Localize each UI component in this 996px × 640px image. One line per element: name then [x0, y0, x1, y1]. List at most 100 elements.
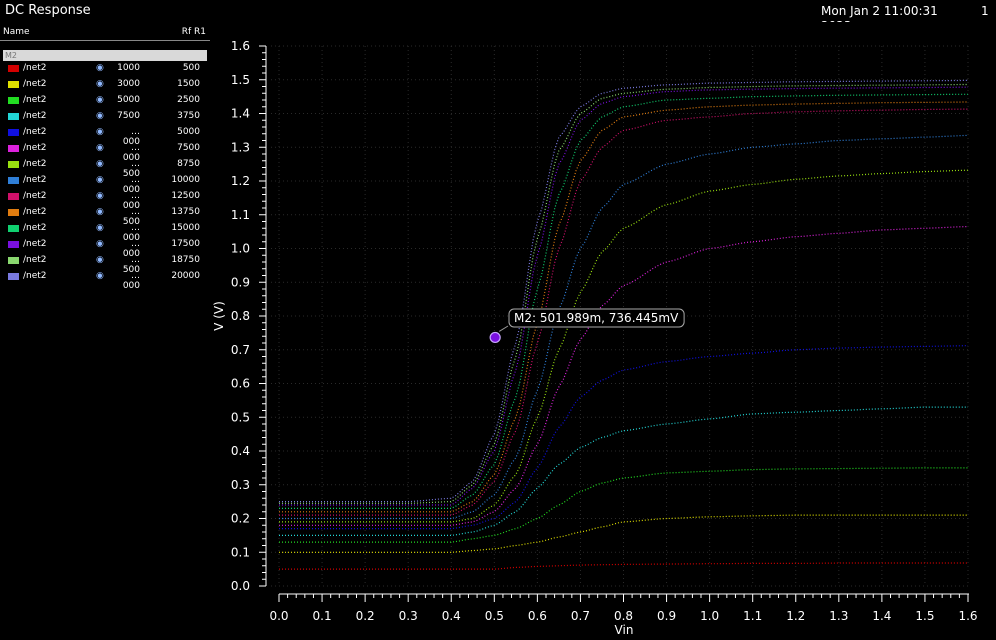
legend-signal-name: /net2: [23, 159, 47, 169]
x-tick-label: 1.0: [700, 609, 719, 623]
series-line: [279, 406, 968, 536]
legend-swatch: [8, 97, 19, 104]
legend-signal-name: /net2: [23, 79, 47, 89]
legend-rf-value: 1000: [117, 63, 140, 73]
legend-r1-value: 18750: [171, 255, 200, 265]
x-tick-label: 0.3: [399, 609, 418, 623]
eye-icon[interactable]: ◉: [96, 111, 104, 121]
legend-r1-value: 7500: [177, 143, 200, 153]
eye-icon[interactable]: ◉: [96, 127, 104, 137]
legend-swatch: [8, 209, 19, 216]
marker-label-box: [508, 308, 685, 328]
series-line: [279, 134, 969, 520]
legend-rf-value: 3000: [117, 79, 140, 89]
series-line: [279, 101, 968, 513]
legend-rf-value: …500: [122, 255, 140, 275]
legend-r1-value: 10000: [171, 175, 200, 185]
legend-item[interactable]: /net2 ◉ …000 20000: [0, 269, 210, 291]
legend-signal-name: /net2: [23, 255, 47, 265]
legend-swatch: [8, 129, 19, 136]
legend-item[interactable]: /net2 ◉ 1000 500: [0, 61, 210, 77]
legend-item[interactable]: /net2 ◉ …000 10000: [0, 173, 210, 195]
y-tick-label: 0.3: [231, 478, 250, 492]
legend-swatch: [8, 273, 19, 280]
x-tick-label: 0.4: [442, 609, 461, 623]
legend-signal-name: /net2: [23, 191, 47, 201]
legend-signal-name: /net2: [23, 223, 47, 233]
eye-icon[interactable]: ◉: [96, 207, 104, 217]
legend-swatch: [8, 113, 19, 120]
series-line: [279, 345, 968, 530]
x-tick-label: 0.6: [528, 609, 547, 623]
legend-item[interactable]: /net2 ◉ …000 12500: [0, 189, 210, 211]
x-tick-label: 0.1: [313, 609, 332, 623]
legend-r1-value: 500: [182, 63, 200, 73]
y-tick-label: 0.0: [231, 579, 250, 593]
legend-signal-name: /net2: [23, 127, 47, 137]
legend-item[interactable]: /net2 ◉ 7500 3750: [0, 109, 210, 125]
eye-icon[interactable]: ◉: [96, 239, 104, 249]
x-axis-label: Vin: [615, 623, 634, 637]
eye-icon[interactable]: ◉: [96, 159, 104, 169]
series-line: [279, 562, 968, 570]
legend-item[interactable]: /net2 ◉ …000 15000: [0, 221, 210, 243]
legend-swatch: [8, 193, 19, 200]
eye-icon[interactable]: ◉: [96, 255, 104, 265]
legend-rf-value: 7500: [117, 111, 140, 121]
legend-swatch: [8, 177, 19, 184]
series-line: [279, 169, 969, 523]
legend-item[interactable]: /net2 ◉ …500 18750: [0, 253, 210, 275]
series-line: [279, 108, 968, 516]
y-tick-label: 1.3: [231, 140, 250, 154]
y-tick-label: 1.2: [231, 174, 250, 188]
datetime-label: Mon Jan 2 11:00:31 2023: [821, 4, 938, 22]
legend-item[interactable]: /net2 ◉ 5000 2500: [0, 93, 210, 109]
legend-r1-value: 20000: [171, 271, 200, 281]
eye-icon[interactable]: ◉: [96, 143, 104, 153]
marker-label: M2: 501.989m, 736.445mV: [514, 311, 679, 325]
y-tick-label: 0.5: [231, 410, 250, 424]
legend-r1-value: 2500: [177, 95, 200, 105]
legend-item[interactable]: /net2 ◉ …500 8750: [0, 157, 210, 179]
eye-icon[interactable]: ◉: [96, 95, 104, 105]
legend-header: Name Rf R1: [0, 24, 210, 41]
legend-rf-value: …500: [122, 207, 140, 227]
legend-item[interactable]: /net2 ◉ …000 7500: [0, 141, 210, 163]
eye-icon[interactable]: ◉: [96, 271, 104, 281]
y-tick-label: 1.4: [231, 107, 250, 121]
eye-icon[interactable]: ◉: [96, 191, 104, 201]
legend-rf-value: …000: [122, 239, 140, 259]
legend-column-header: Rf R1: [181, 27, 206, 37]
y-tick-label: 1.5: [231, 73, 250, 87]
legend-r1-value: 12500: [171, 191, 200, 201]
x-tick-label: 0.5: [485, 609, 504, 623]
legend-rf-value: 5000: [117, 95, 140, 105]
series-line: [279, 467, 968, 543]
legend-item[interactable]: /net2 ◉ 3000 1500: [0, 77, 210, 93]
y-tick-label: 0.4: [231, 444, 250, 458]
series-line: [279, 79, 968, 503]
series-line: [279, 93, 968, 509]
legend-item[interactable]: /net2 ◉ …000 17500: [0, 237, 210, 259]
y-tick-label: 1.1: [231, 208, 250, 222]
legend-swatch: [8, 81, 19, 88]
legend-item[interactable]: /net2 ◉ …500 13750: [0, 205, 210, 227]
legend-signal-name: /net2: [23, 95, 47, 105]
y-tick-label: 1.6: [231, 39, 250, 53]
series-line: [279, 514, 968, 553]
legend-list: /net2 ◉ 1000 500/net2 ◉ 3000 1500/net2 ◉ 5000 250…: [0, 61, 210, 291]
legend-group-row[interactable]: M2: [3, 50, 207, 61]
eye-icon[interactable]: ◉: [96, 63, 104, 73]
legend-panel: Name Rf R1 M2 /net2 ◉ 1000 500/net2 ◉ 3000 150…: [0, 24, 210, 291]
eye-icon[interactable]: ◉: [96, 175, 104, 185]
eye-icon[interactable]: ◉: [96, 223, 104, 233]
eye-icon[interactable]: ◉: [96, 79, 104, 89]
legend-rf-value: …000: [122, 127, 140, 147]
y-tick-label: 0.1: [231, 545, 250, 559]
window-title: DC Response: [5, 3, 91, 18]
y-tick-label: 0.2: [231, 512, 250, 526]
legend-item[interactable]: /net2 ◉ …000 5000: [0, 125, 210, 147]
legend-signal-name: /net2: [23, 111, 47, 121]
series-line: [279, 226, 969, 526]
